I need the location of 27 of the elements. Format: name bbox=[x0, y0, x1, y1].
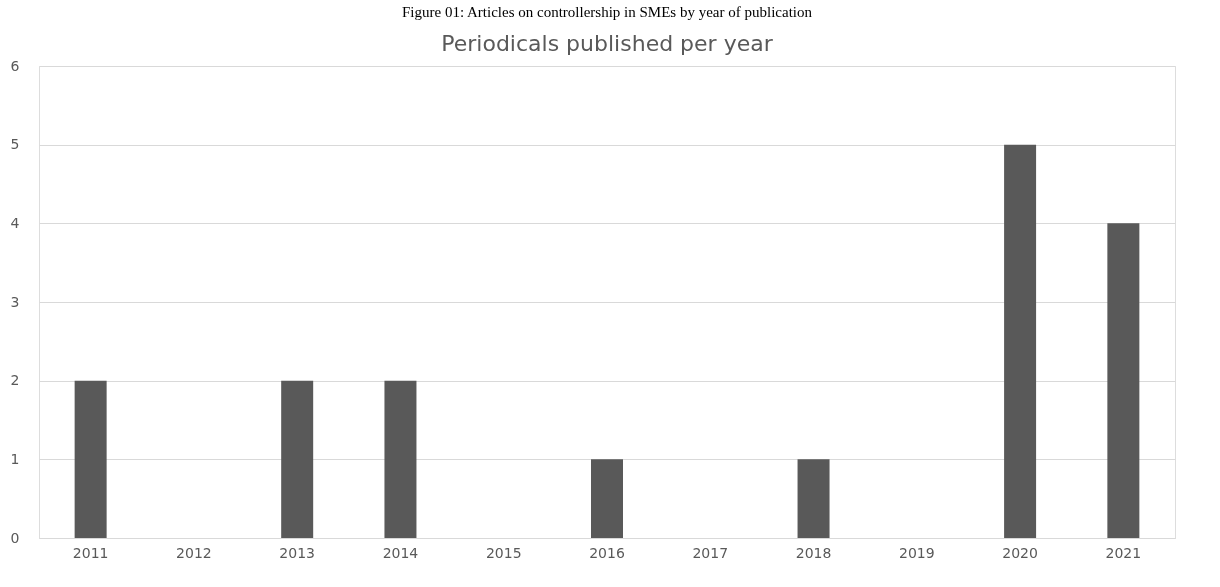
bar bbox=[797, 459, 830, 538]
x-tick-label: 2020 bbox=[1002, 544, 1038, 561]
x-tick-label: 2013 bbox=[279, 544, 315, 561]
y-tick-label: 4 bbox=[10, 214, 20, 231]
x-tick-label: 2019 bbox=[899, 544, 935, 561]
y-tick-label: 3 bbox=[10, 293, 20, 310]
bar bbox=[1004, 144, 1037, 538]
x-tick-label: 2017 bbox=[692, 544, 729, 561]
x-tick-label: 2018 bbox=[795, 544, 832, 561]
x-tick-label: 2014 bbox=[382, 544, 419, 561]
y-tick-label: 2 bbox=[10, 372, 20, 389]
bar bbox=[281, 380, 314, 538]
y-tick-label: 6 bbox=[10, 57, 20, 74]
chart-title: Figure 01: Articles on controllership in SMEs by year of publication bbox=[402, 4, 813, 20]
bar bbox=[74, 380, 107, 538]
chart-subtitle: Periodicals published per year bbox=[441, 31, 774, 56]
x-tick-label: 2011 bbox=[72, 544, 109, 561]
bar bbox=[384, 380, 417, 538]
x-tick-label: 2012 bbox=[176, 544, 212, 561]
y-tick-label: 0 bbox=[10, 529, 20, 546]
y-tick-label: 1 bbox=[10, 450, 20, 467]
bar bbox=[591, 459, 623, 538]
x-tick-label: 2021 bbox=[1105, 544, 1142, 561]
y-tick-label: 5 bbox=[10, 136, 20, 153]
x-tick-label: 2016 bbox=[589, 544, 625, 561]
bar bbox=[1107, 223, 1140, 538]
x-tick-label: 2015 bbox=[485, 544, 522, 561]
